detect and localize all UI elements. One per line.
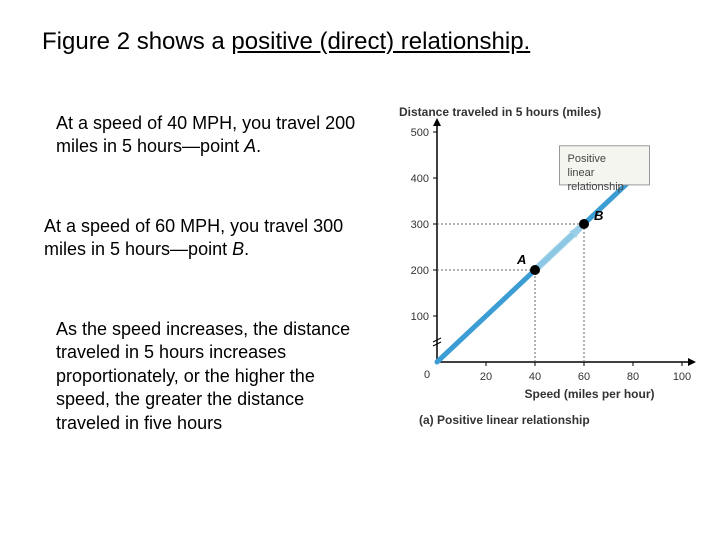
svg-text:40: 40 xyxy=(529,371,541,383)
p2-point: B xyxy=(232,239,244,259)
chart: Distance traveled in 5 hours (miles) 100 2… xyxy=(382,102,704,472)
svg-text:400: 400 xyxy=(411,173,429,185)
svg-text:20: 20 xyxy=(480,371,492,383)
svg-text:500: 500 xyxy=(411,127,429,139)
svg-text:Distance traveled in 5 hours (: Distance traveled in 5 hours (miles) xyxy=(399,105,601,119)
p2-end: . xyxy=(244,239,249,259)
title-prefix: Figure 2 shows a xyxy=(42,28,231,55)
svg-text:B: B xyxy=(594,208,603,223)
svg-text:80: 80 xyxy=(627,371,639,383)
paragraph-1: At a speed of 40 MPH, you travel 200 mil… xyxy=(56,112,356,159)
page-title: Figure 2 shows a positive (direct) relat… xyxy=(42,28,530,56)
paragraph-3: As the speed increases, the distance tra… xyxy=(56,318,366,435)
svg-text:linear: linear xyxy=(568,167,595,179)
svg-text:60: 60 xyxy=(578,371,590,383)
p1-text: At a speed of 40 MPH, you travel 200 mil… xyxy=(56,113,355,156)
p2-text: At a speed of 60 MPH, you travel 300 mil… xyxy=(44,216,343,259)
svg-text:Speed (miles per hour): Speed (miles per hour) xyxy=(524,387,654,401)
svg-text:Positive: Positive xyxy=(568,153,607,165)
chart-svg: Distance traveled in 5 hours (miles) 100 2… xyxy=(382,102,704,472)
title-underlined: positive (direct) relationship. xyxy=(231,28,530,55)
paragraph-2: At a speed of 60 MPH, you travel 300 mil… xyxy=(44,215,344,262)
svg-text:100: 100 xyxy=(411,311,429,323)
svg-text:100: 100 xyxy=(673,371,691,383)
svg-text:(a) Positive linear relations: (a) Positive linear relationship xyxy=(419,413,590,427)
svg-text:300: 300 xyxy=(411,219,429,231)
svg-text:relationship: relationship xyxy=(568,181,624,193)
svg-text:0: 0 xyxy=(424,369,430,381)
p3-text: As the speed increases, the distance tra… xyxy=(56,319,350,433)
p1-end: . xyxy=(256,136,261,156)
svg-text:A: A xyxy=(516,252,526,267)
p1-point: A xyxy=(244,136,256,156)
svg-text:200: 200 xyxy=(411,265,429,277)
